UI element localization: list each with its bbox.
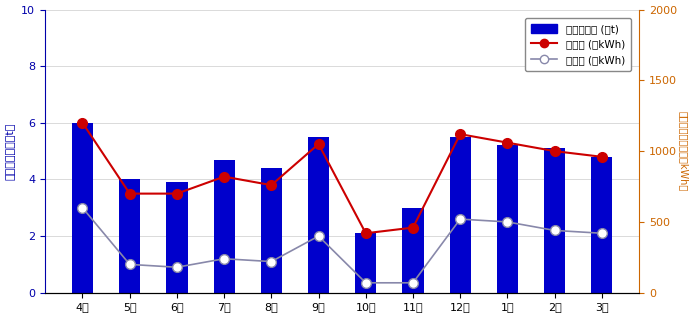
売電量 (千kWh) [550,229,559,232]
売電量 (千kWh) [362,281,370,285]
Y-axis label: 発電量・売電量（千kWh）: 発電量・売電量（千kWh） [679,111,688,191]
発電量 (千kWh) [598,155,606,159]
Bar [591,157,613,293]
Bar [72,123,93,293]
発電量 (千kWh) [314,142,323,146]
売電量 (千kWh) [314,234,323,238]
売電量 (千kWh) [220,257,228,261]
発電量 (千kWh) [126,192,134,196]
Y-axis label: ごみ焼却量（千t）: ごみ焼却量（千t） [6,122,15,180]
Legend: ごみ焼却量 (千t), 発電量 (千kWh), 売電量 (千kWh): ごみ焼却量 (千t), 発電量 (千kWh), 売電量 (千kWh) [525,17,632,71]
発電量 (千kWh) [78,121,87,125]
発電量 (千kWh) [503,141,511,145]
Bar [119,179,140,293]
Bar [403,208,423,293]
発電量 (千kWh) [173,192,181,196]
発電量 (千kWh) [550,149,559,153]
Bar [261,168,282,293]
Bar [355,233,376,293]
Bar [497,145,518,293]
発電量 (千kWh) [267,183,276,187]
売電量 (千kWh) [503,220,511,224]
発電量 (千kWh) [220,175,228,178]
Bar [308,137,329,293]
売電量 (千kWh) [173,265,181,269]
売電量 (千kWh) [598,232,606,235]
Line: 売電量 (千kWh): 売電量 (千kWh) [78,203,607,288]
Line: 発電量 (千kWh): 発電量 (千kWh) [78,118,607,238]
Bar [450,137,471,293]
売電量 (千kWh) [267,260,276,264]
Bar [214,160,235,293]
発電量 (千kWh) [409,226,417,230]
売電量 (千kWh) [126,262,134,266]
売電量 (千kWh) [409,281,417,285]
Bar [167,182,187,293]
Bar [544,148,565,293]
発電量 (千kWh) [456,132,464,136]
売電量 (千kWh) [456,217,464,221]
発電量 (千kWh) [362,232,370,235]
売電量 (千kWh) [78,206,87,210]
